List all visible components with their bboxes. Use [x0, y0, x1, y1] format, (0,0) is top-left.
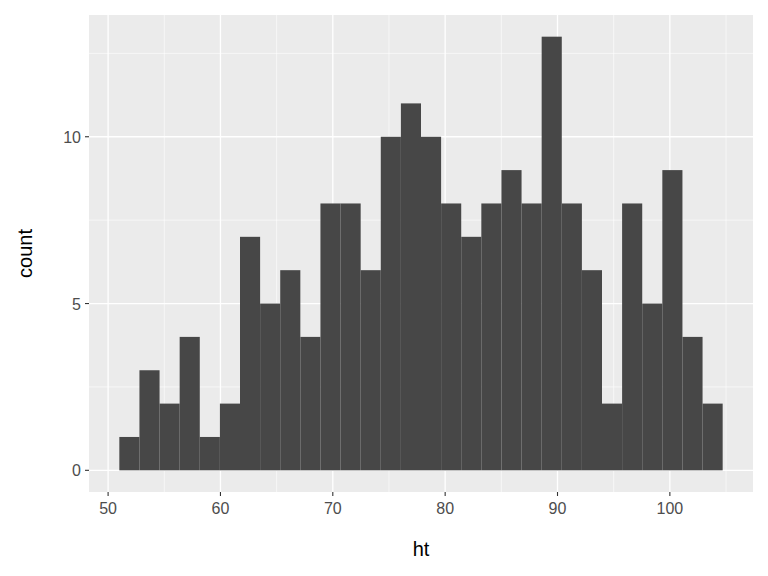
- histogram-bar: [642, 304, 662, 471]
- histogram-bar: [280, 270, 300, 470]
- histogram-bar: [119, 437, 139, 470]
- histogram-bar: [361, 270, 381, 470]
- histogram-bar: [160, 404, 180, 471]
- histogram-bar: [582, 270, 602, 470]
- x-tick-label: 50: [99, 500, 117, 517]
- histogram-bar: [602, 404, 622, 471]
- histogram-bar: [481, 203, 501, 470]
- y-axis-title: count: [14, 229, 36, 278]
- chart: 50 60 70 80 90 100 0 5 10 ht count: [0, 0, 768, 576]
- y-tick-label: 5: [72, 296, 81, 313]
- minor-grid-line: [89, 53, 753, 54]
- tick-mark: [445, 492, 446, 496]
- plot-panel: [89, 15, 753, 492]
- y-tick-label: 10: [63, 129, 81, 146]
- tick-mark: [108, 492, 109, 496]
- grid: [89, 15, 753, 492]
- tick-mark: [332, 492, 333, 496]
- histogram-bar: [240, 237, 260, 470]
- axes: 50 60 70 80 90 100 0 5 10: [63, 129, 683, 517]
- histogram-bar: [220, 404, 240, 471]
- histogram-bar: [441, 203, 461, 470]
- y-tick-label: 0: [72, 462, 81, 479]
- tick-mark: [557, 492, 558, 496]
- tick-mark: [85, 136, 89, 137]
- histogram-bar: [180, 337, 200, 470]
- histogram-bar: [542, 37, 562, 471]
- histogram-bar: [381, 137, 401, 471]
- x-tick-label: 70: [324, 500, 342, 517]
- x-tick-label: 100: [657, 500, 684, 517]
- tick-mark: [85, 470, 89, 471]
- histogram-bar: [341, 203, 361, 470]
- histogram-bar: [260, 304, 280, 471]
- histogram-bar: [461, 237, 481, 470]
- x-tick-label: 80: [436, 500, 454, 517]
- bars: [119, 37, 722, 471]
- histogram-bar: [320, 203, 340, 470]
- tick-mark: [220, 492, 221, 496]
- histogram-bar: [562, 203, 582, 470]
- histogram-bar: [501, 170, 521, 470]
- histogram-bar: [522, 203, 542, 470]
- histogram-bar: [401, 103, 421, 470]
- histogram-bar: [622, 203, 642, 470]
- histogram-bar: [200, 437, 220, 470]
- x-tick-label: 60: [212, 500, 230, 517]
- x-axis-title: ht: [413, 538, 430, 560]
- chart-root: 50 60 70 80 90 100 0 5 10 ht count: [0, 0, 768, 576]
- x-tick-label: 90: [549, 500, 567, 517]
- histogram-bar: [421, 137, 441, 471]
- grid-line: [107, 15, 108, 492]
- histogram-bar: [300, 337, 320, 470]
- tick-mark: [669, 492, 670, 496]
- histogram-bar: [682, 337, 702, 470]
- histogram-bar: [139, 370, 159, 470]
- histogram-bar: [703, 404, 723, 471]
- histogram-bar: [662, 170, 682, 470]
- tick-mark: [85, 303, 89, 304]
- minor-grid-line: [726, 15, 727, 492]
